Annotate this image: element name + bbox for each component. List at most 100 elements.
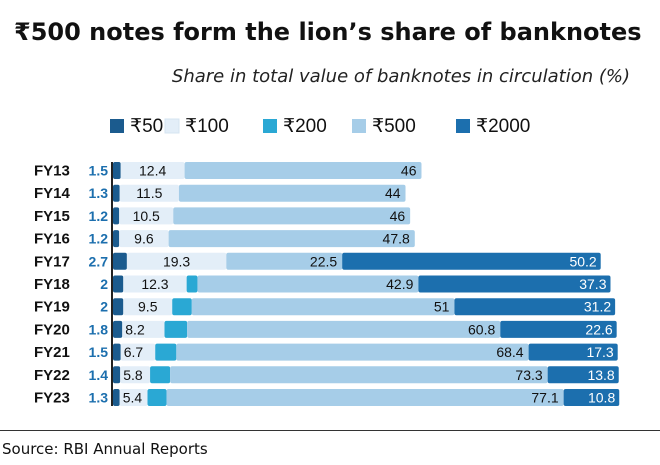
- value-label-100-FY19: 9.5: [138, 299, 158, 315]
- legend-swatch-100: [164, 118, 180, 134]
- value-label-50-FY20: 1.8: [89, 321, 109, 337]
- value-label-2000-FY23: 10.8: [588, 390, 615, 406]
- bar-50-FY23: [113, 389, 120, 406]
- category-label-FY17: FY17: [34, 253, 70, 270]
- bar-50-FY18: [113, 275, 124, 293]
- bar-200-FY22: [150, 366, 171, 384]
- value-label-50-FY18: 2: [100, 276, 108, 292]
- category-label-FY14: FY14: [34, 185, 71, 202]
- value-label-100-FY21: 6.7: [124, 344, 144, 360]
- category-label-FY16: FY16: [34, 231, 70, 248]
- legend-label-200: ₹200: [283, 116, 327, 137]
- bar-50-FY16: [113, 230, 120, 248]
- value-label-500-FY18: 42.9: [386, 276, 413, 292]
- bar-50-FY17: [113, 252, 127, 270]
- bar-50-FY19: [113, 298, 124, 316]
- bar-500-FY19: [191, 298, 455, 316]
- category-label-FY23: FY23: [34, 390, 70, 407]
- value-label-500-FY16: 47.8: [383, 231, 410, 247]
- value-label-50-FY22: 1.4: [89, 367, 109, 383]
- bar-2000-FY22: [547, 366, 619, 384]
- category-label-FY15: FY15: [34, 208, 70, 225]
- legend-label-100: ₹100: [185, 116, 229, 137]
- value-label-500-FY21: 68.4: [496, 344, 523, 360]
- bar-100-FY14: [119, 184, 179, 202]
- bar-100-FY16: [119, 230, 169, 248]
- bar-500-FY21: [176, 343, 529, 361]
- value-label-500-FY14: 44: [385, 185, 401, 201]
- stacked-bar-chart: ₹50 ₹100 ₹200 ₹500 ₹2000 FY13 1.5 12.4 46 FY14 1.3…: [34, 116, 620, 407]
- value-label-50-FY16: 1.2: [89, 231, 109, 247]
- category-label-FY21: FY21: [34, 344, 70, 361]
- bar-500-FY23: [166, 389, 564, 406]
- bar-100-FY19: [123, 298, 173, 316]
- bar-500-FY15: [173, 207, 411, 225]
- value-label-500-FY22: 73.3: [515, 367, 542, 383]
- value-label-100-FY17: 19.3: [163, 253, 190, 269]
- value-label-100-FY20: 8.2: [125, 321, 145, 337]
- value-label-500-FY15: 46: [390, 208, 406, 224]
- value-label-500-FY19: 51: [434, 299, 450, 315]
- value-label-100-FY23: 5.4: [123, 390, 143, 406]
- category-label-FY18: FY18: [34, 276, 70, 293]
- category-label-FY13: FY13: [34, 163, 70, 180]
- bar-500-FY16: [168, 230, 415, 248]
- bar-200-FY20: [164, 320, 188, 338]
- bar-50-FY15: [113, 207, 120, 225]
- value-label-2000-FY17: 50.2: [569, 253, 596, 269]
- bar-100-FY21: [120, 343, 156, 361]
- bar-100-FY13: [120, 162, 185, 179]
- bar-50-FY22: [113, 366, 121, 384]
- bar-200-FY19: [172, 298, 192, 316]
- value-label-2000-FY21: 17.3: [586, 344, 613, 360]
- legend-label-2000: ₹2000: [476, 116, 530, 137]
- chart-subtitle: Share in total value of banknotes in cir…: [171, 66, 630, 87]
- value-label-100-FY22: 5.8: [123, 367, 143, 383]
- bar-100-FY15: [119, 207, 174, 225]
- legend-swatch-2000: [456, 119, 470, 133]
- bar-200-FY18: [186, 275, 198, 293]
- bar-50-FY13: [113, 162, 121, 179]
- value-label-2000-FY20: 22.6: [585, 321, 612, 337]
- value-label-500-FY17: 22.5: [310, 253, 337, 269]
- value-label-500-FY20: 60.8: [468, 321, 495, 337]
- bar-50-FY21: [113, 343, 121, 361]
- legend-swatch-50: [110, 119, 124, 133]
- bar-50-FY20: [113, 320, 123, 338]
- footer-divider: [0, 430, 660, 431]
- legend-label-50: ₹50: [130, 116, 163, 137]
- value-label-2000-FY18: 37.3: [579, 276, 606, 292]
- bar-2000-FY23: [563, 389, 620, 406]
- value-label-50-FY23: 1.3: [89, 390, 109, 406]
- value-label-50-FY15: 1.2: [89, 208, 109, 224]
- value-label-100-FY16: 9.6: [134, 231, 154, 247]
- value-label-100-FY14: 11.5: [136, 185, 162, 201]
- value-label-500-FY13: 46: [401, 163, 417, 179]
- category-label-FY20: FY20: [34, 321, 70, 338]
- bar-100-FY23: [119, 389, 148, 406]
- value-label-100-FY13: 12.4: [139, 163, 166, 179]
- bar-2000-FY19: [454, 298, 616, 316]
- value-label-100-FY15: 10.5: [133, 208, 160, 224]
- value-label-2000-FY19: 31.2: [584, 299, 611, 315]
- chart-title: ₹500 notes form the lion’s share of bank…: [14, 18, 642, 46]
- legend-swatch-200: [263, 119, 277, 133]
- bar-100-FY20: [122, 320, 165, 338]
- source-note: Source: RBI Annual Reports: [2, 440, 208, 458]
- bar-100-FY18: [123, 275, 187, 293]
- value-label-50-FY19: 2: [100, 299, 108, 315]
- bar-100-FY17: [126, 252, 227, 270]
- bar-500-FY17: [226, 252, 343, 270]
- bar-100-FY22: [120, 366, 151, 384]
- value-label-50-FY14: 1.3: [89, 185, 109, 201]
- bar-500-FY18: [197, 275, 419, 293]
- value-label-50-FY21: 1.5: [89, 344, 109, 360]
- bar-50-FY14: [113, 184, 120, 202]
- value-label-50-FY17: 2.7: [89, 253, 109, 269]
- bar-500-FY20: [187, 320, 501, 338]
- bar-500-FY14: [178, 184, 406, 202]
- category-label-FY22: FY22: [34, 367, 70, 384]
- bar-200-FY21: [155, 343, 177, 361]
- bar-2000-FY18: [418, 275, 611, 293]
- bar-200-FY23: [147, 389, 167, 406]
